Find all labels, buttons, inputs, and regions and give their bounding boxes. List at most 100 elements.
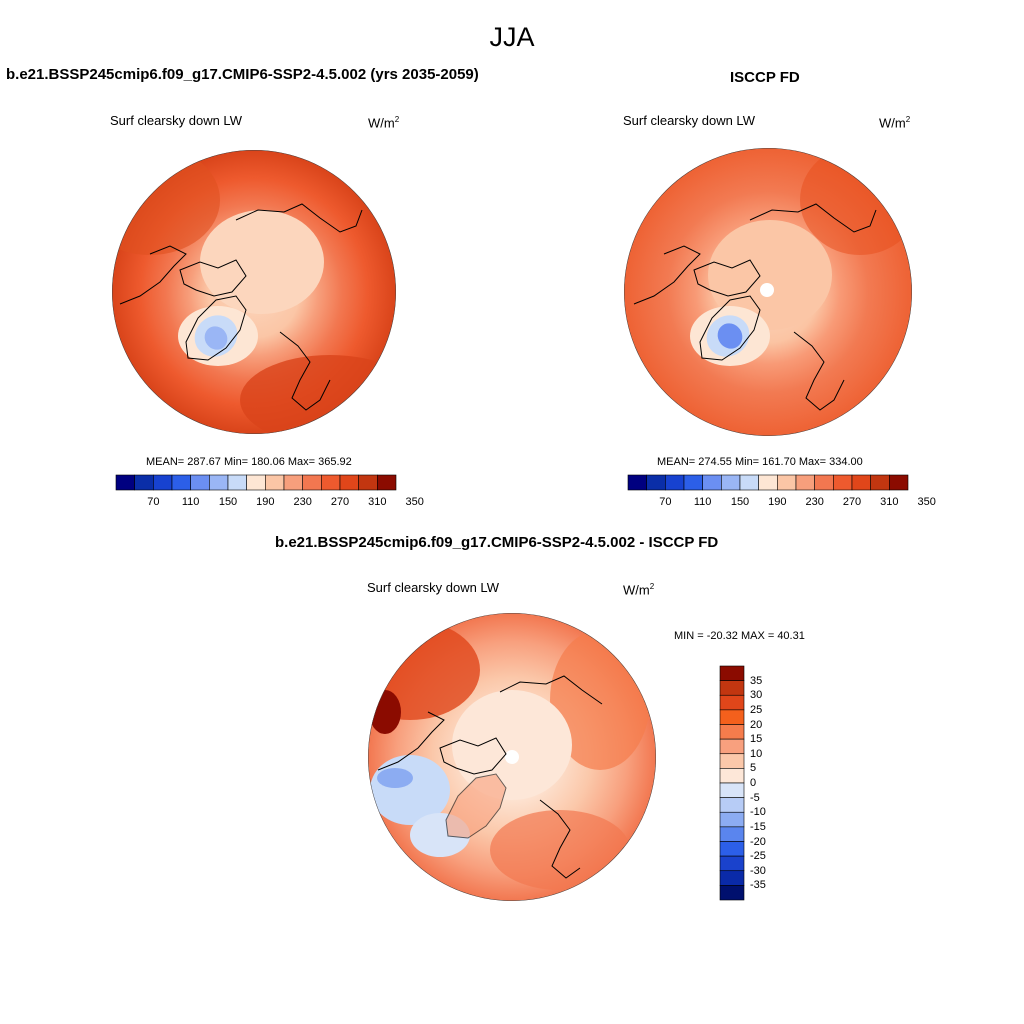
model-atlantic-warm <box>240 355 396 434</box>
diff-colorbar-swatch <box>719 811 745 828</box>
diff-colorbar-swatch <box>719 797 745 813</box>
model-colorbar-swatch <box>209 474 229 491</box>
diff-colorbar-tick-label: -5 <box>750 791 760 804</box>
diff-colorbar-swatch <box>719 694 745 711</box>
model-colorbar-tick-label: 350 <box>405 496 424 508</box>
obs-stats: MEAN= 274.55 Min= 161.70 Max= 334.00 <box>657 456 863 468</box>
diff-colorbar-tick-label: 20 <box>750 718 763 731</box>
model-colorbar-swatch <box>339 474 359 491</box>
obs-colorbar-swatch <box>795 474 815 491</box>
model-unit-base: W/m <box>368 115 395 131</box>
diff-colorbar-swatch <box>719 885 745 901</box>
model-colorbar-swatch <box>190 474 210 491</box>
model-colorbar-tick-label: 70 <box>147 496 160 508</box>
diff-eurasia-coast <box>499 675 603 705</box>
diff-colorbar-swatch <box>719 826 745 842</box>
model-colorbar-swatch <box>321 474 341 491</box>
diff-unit-label: W/m2 <box>623 582 654 597</box>
obs-america-coast <box>633 245 701 305</box>
model-colorbar-swatch <box>134 474 154 491</box>
diff-colorbar-swatch <box>719 870 745 886</box>
model-colorbar-tick-label: 230 <box>293 496 312 508</box>
model-colorbar-swatch <box>227 474 247 491</box>
diff-colorbar-swatch <box>719 680 745 696</box>
diff-colorbar-tick-label: -35 <box>750 879 766 892</box>
model-colorbar-tick-label: 150 <box>218 496 238 508</box>
diff-colorbar-swatch <box>719 753 745 769</box>
obs-colorbar-swatch <box>665 474 685 491</box>
model-colorbar-swatch <box>377 474 397 491</box>
obs-eurasia-coast <box>749 203 877 233</box>
model-panel-title: b.e21.BSSP245cmip6.f09_g17.CMIP6-SSP2-4.… <box>6 66 479 83</box>
diff-colorbar-tick-label: 0 <box>750 777 757 789</box>
obs-colorbar-swatch <box>627 474 647 491</box>
obs-greenland-coast <box>699 295 761 361</box>
diff-unit-exp: 2 <box>649 582 655 591</box>
diff-stats: MIN = -20.32 MAX = 40.31 <box>674 630 805 642</box>
model-colorbar-swatch <box>358 474 378 491</box>
model-colorbar-swatch <box>246 474 266 491</box>
model-colorbar-tick-label: 310 <box>368 496 387 508</box>
diff-colorbar-tick-label: 35 <box>750 674 763 687</box>
model-sw-hotspot <box>360 383 396 407</box>
model-polar-cap <box>200 210 324 314</box>
diff-colorbar-tick-label: 25 <box>750 703 763 716</box>
diff-canada-core <box>377 768 413 788</box>
diff-colorbar-swatch <box>719 782 745 798</box>
obs-colorbar-swatch <box>646 474 666 491</box>
diff-arctic-islands <box>439 737 507 775</box>
diff-colorbar-tick-label: -10 <box>750 806 766 819</box>
obs-colorbar-swatch <box>721 474 741 491</box>
obs-unit-exp: 2 <box>905 115 911 124</box>
diff-nw-warm <box>368 620 480 720</box>
diff-panel-title: b.e21.BSSP245cmip6.f09_g17.CMIP6-SSP2-4.… <box>275 534 719 551</box>
obs-colorbar <box>627 474 909 491</box>
obs-colorbar-swatch <box>833 474 853 491</box>
obs-colorbar-tick-label: 150 <box>730 496 750 508</box>
obs-colorbar-tick-label: 190 <box>768 496 787 508</box>
model-variable-label: Surf clearsky down LW <box>110 113 242 128</box>
obs-colorbar-ticks: 70 110 150 190 230 270 310 350 <box>0 496 1024 510</box>
diff-unit-base: W/m <box>623 582 650 598</box>
model-colorbar-ticks: 70 110 150 190 230 270 310 350 <box>0 496 1024 510</box>
diff-colorbar-swatch <box>719 738 745 755</box>
obs-colorbar-tick-label: 270 <box>842 496 862 508</box>
diff-europe-coast <box>539 799 581 879</box>
obs-variable-label: Surf clearsky down LW <box>623 113 755 128</box>
model-colorbar-swatch <box>283 474 303 491</box>
obs-panel-title: ISCCP FD <box>730 69 800 86</box>
obs-colorbar-swatch <box>814 474 834 491</box>
diff-nw-hotspot <box>369 690 401 734</box>
diff-america-coast <box>377 711 445 771</box>
diff-colorbar-tick-label: 15 <box>750 733 763 746</box>
model-colorbar-swatch <box>153 474 173 491</box>
diff-colorbar-swatch <box>719 665 745 681</box>
obs-colorbar-tick-label: 110 <box>693 496 712 508</box>
model-map <box>112 150 396 434</box>
obs-colorbar-swatch <box>851 474 871 491</box>
diff-colorbar-swatch <box>719 768 745 784</box>
obs-europe-coast <box>793 331 845 411</box>
model-colorbar-swatch <box>171 474 191 491</box>
obs-colorbar-swatch <box>889 474 909 491</box>
diff-colorbar-tick-label: 5 <box>750 762 757 775</box>
model-colorbar-swatch <box>265 474 285 491</box>
model-greenland-core <box>204 326 228 350</box>
obs-colorbar-swatch <box>702 474 722 491</box>
diff-colorbar-swatch <box>719 709 745 725</box>
obs-map <box>624 148 912 436</box>
obs-colorbar-tick-label: 350 <box>917 496 936 508</box>
model-eurasia-coast <box>235 203 363 233</box>
diff-colorbar-swatch <box>719 724 745 740</box>
obs-colorbar-tick-label: 230 <box>805 496 824 508</box>
obs-greenland-core <box>717 323 743 349</box>
diff-colorbar-swatch <box>719 855 745 872</box>
obs-unit-base: W/m <box>879 115 906 131</box>
obs-arctic-islands <box>693 259 761 297</box>
diff-south-warm <box>490 810 630 890</box>
diff-colorbar-tick-label: -25 <box>750 850 766 863</box>
obs-polar-cap <box>708 220 832 330</box>
model-america-coast <box>119 245 187 305</box>
diff-map <box>368 613 656 901</box>
